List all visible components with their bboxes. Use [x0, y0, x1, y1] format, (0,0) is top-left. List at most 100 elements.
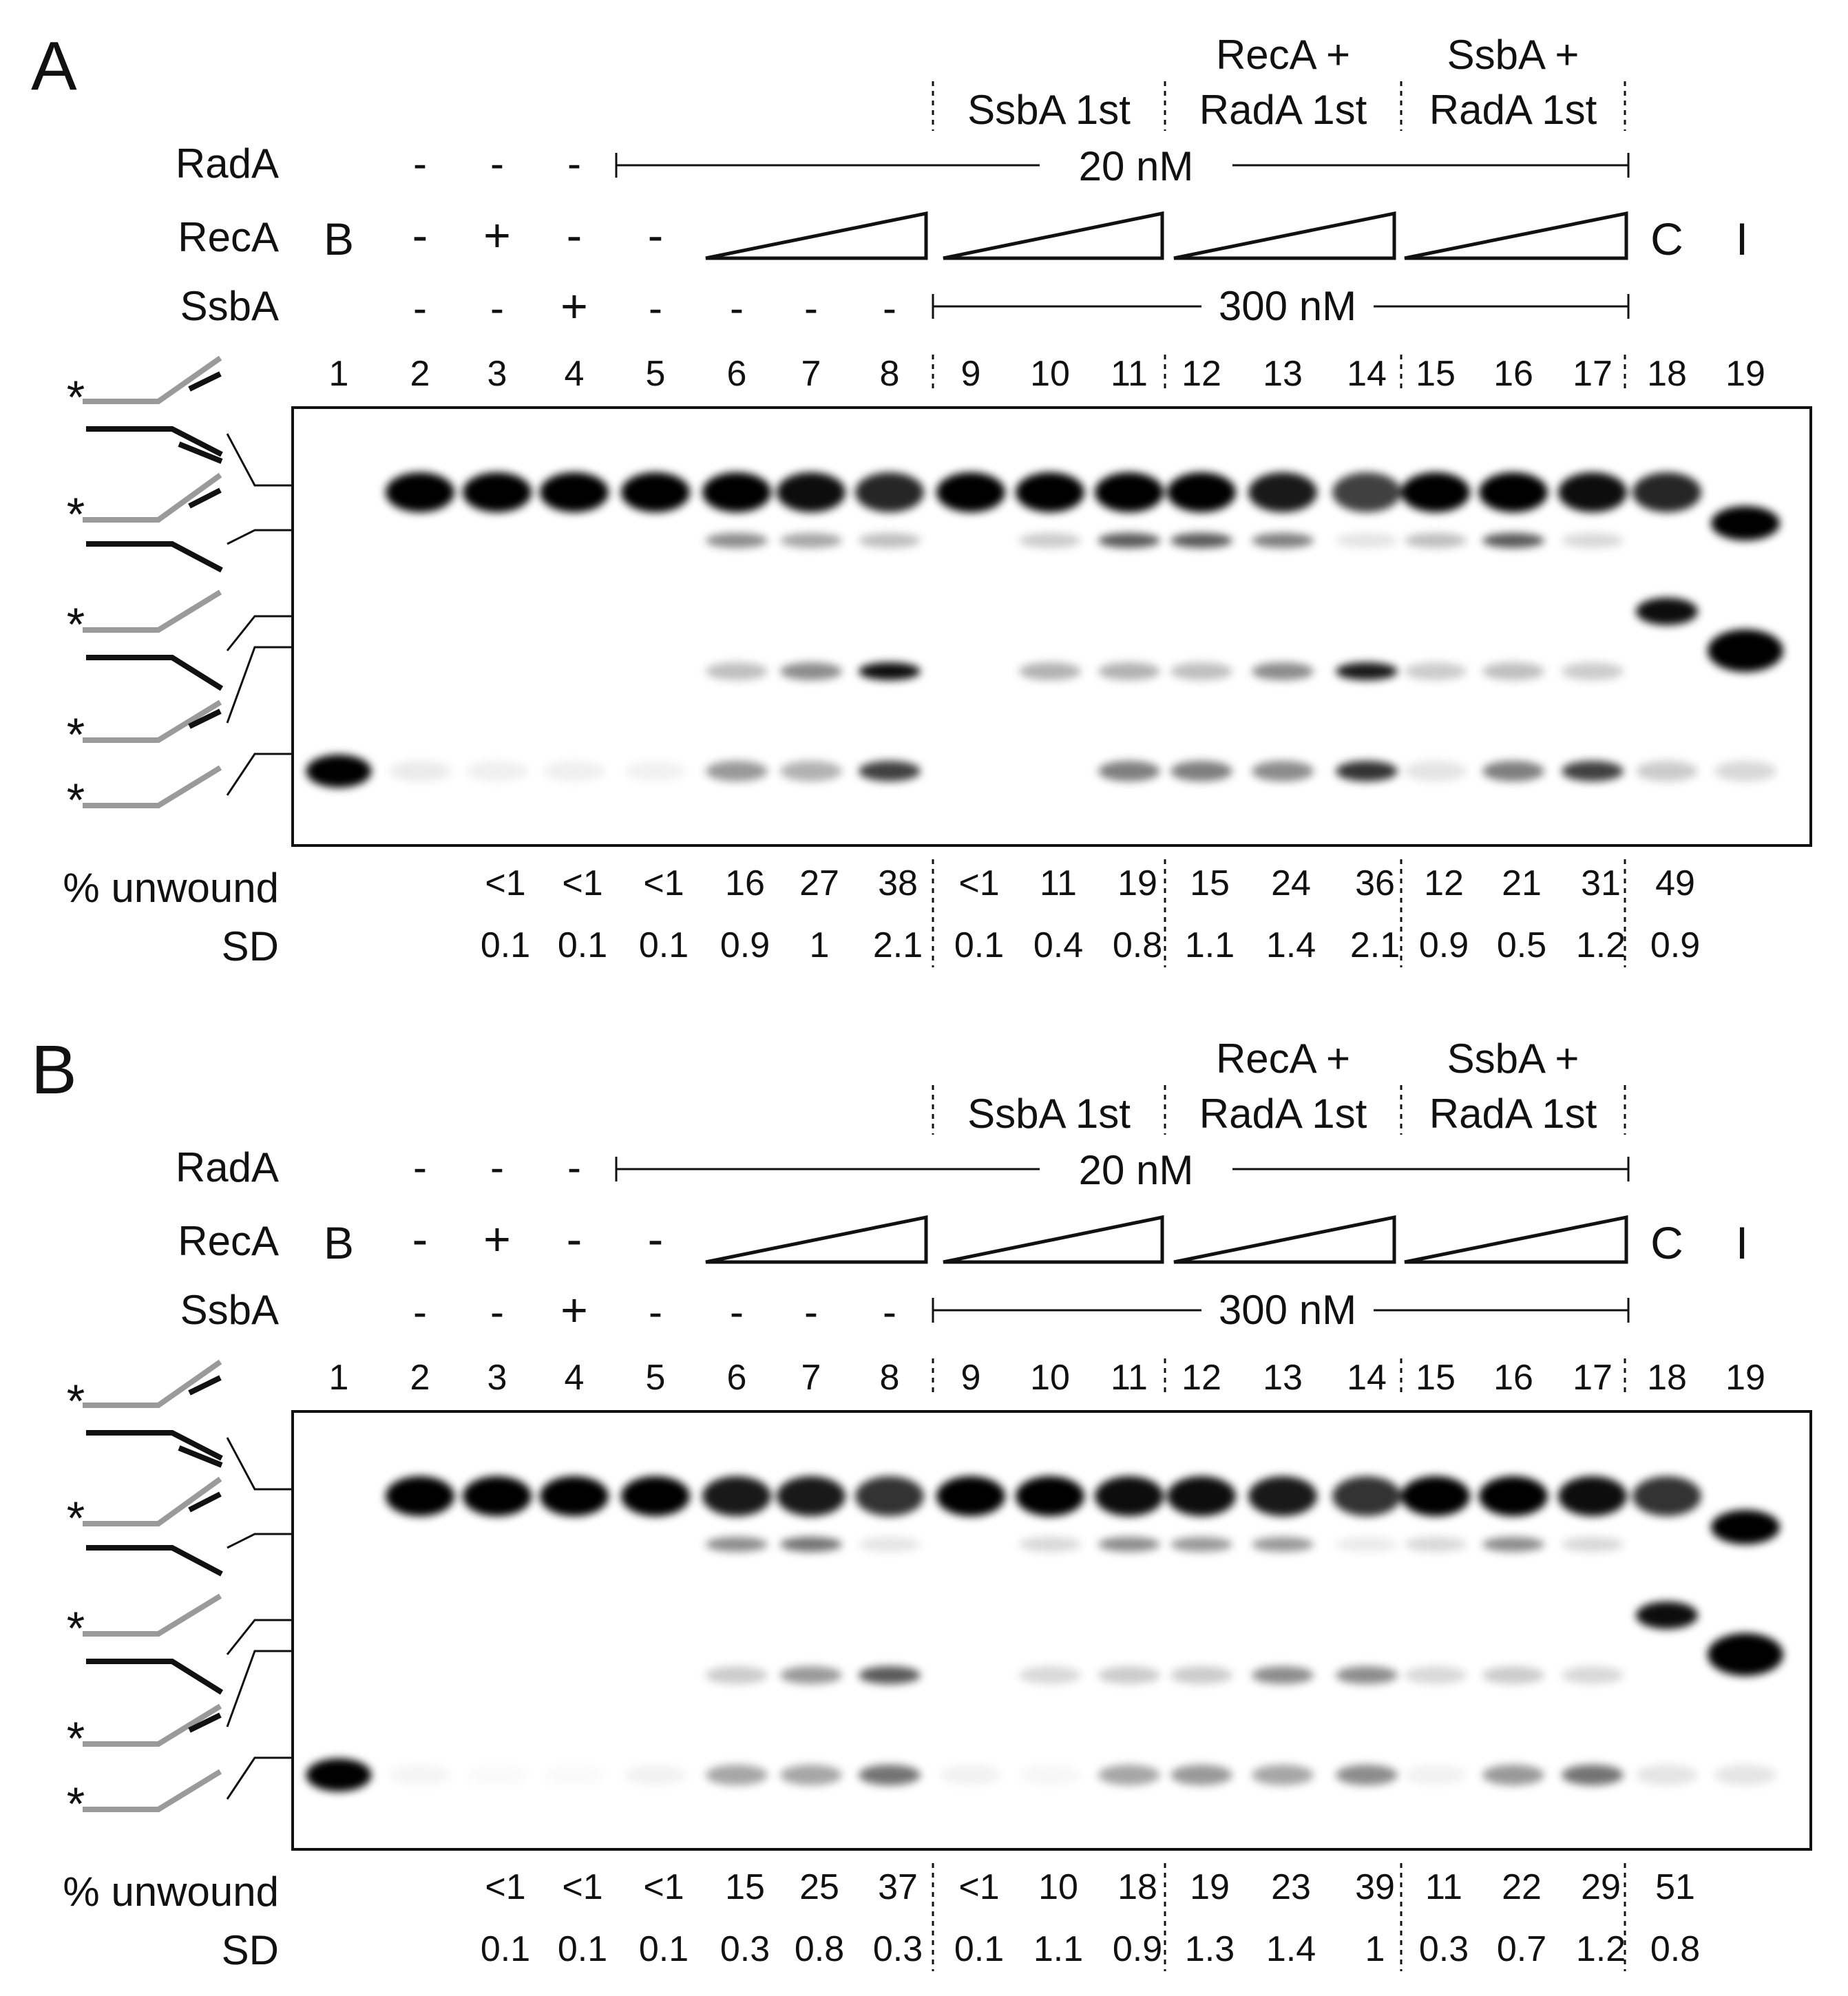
ssba-concentration: 300 nM	[1219, 283, 1356, 329]
unwound-value: 19	[1117, 863, 1157, 903]
band-connector	[226, 753, 293, 796]
ssba-mark: -	[730, 1289, 744, 1335]
group-label-line1: RecA +	[1216, 1036, 1350, 1082]
rada-concentration: 20 nM	[1079, 143, 1194, 189]
band-partial-duplex	[859, 533, 921, 548]
unwound-value: 31	[1581, 863, 1621, 903]
label-asterisk: *	[67, 1602, 85, 1654]
band-substrate	[777, 1476, 846, 1516]
band-forked-product	[1019, 662, 1081, 680]
label-asterisk: *	[67, 774, 85, 826]
band-ssdna	[859, 1765, 921, 1785]
label-asterisk: *	[67, 1712, 85, 1765]
band-substrate	[1167, 1476, 1236, 1516]
band-forked-product	[1336, 1666, 1398, 1684]
band-ssdna	[543, 1765, 605, 1785]
group-label-line2: RadA 1st	[1199, 1091, 1367, 1137]
reca-gradient-wedge	[705, 211, 928, 260]
band-forked-product	[1098, 662, 1160, 680]
rada-mark: -	[413, 1144, 427, 1190]
band-substrate	[1095, 472, 1164, 512]
panel-a: A RadA RecA SsbA SsbA 1st RecA + RadA 1st SsbA …	[31, 28, 1812, 969]
band-substrate	[936, 1476, 1005, 1516]
sd-value: 1.4	[1266, 925, 1316, 965]
gel-bands	[306, 472, 1783, 788]
gel-bands	[306, 1476, 1783, 1792]
sd-value: 1.3	[1185, 1929, 1235, 1969]
sd-value: 1.1	[1185, 925, 1235, 965]
band-connector	[226, 1650, 293, 1727]
band-ssdna	[1562, 761, 1624, 781]
band-partial-duplex	[1098, 533, 1160, 548]
unwound-value: <1	[643, 863, 684, 903]
band-ssdna	[1636, 761, 1698, 781]
strand-short	[188, 1375, 222, 1396]
control-label: C	[1650, 1217, 1683, 1268]
band-ssdna	[1098, 1765, 1160, 1785]
band-substrate	[463, 1476, 532, 1516]
band-substrate	[1479, 1476, 1548, 1516]
row-label-ssba: SsbA	[180, 1287, 279, 1333]
sd-label: SD	[222, 923, 279, 969]
label-asterisk: *	[67, 1375, 85, 1427]
label-asterisk: *	[67, 488, 85, 540]
band-connector	[226, 646, 293, 724]
band-intermediate-lower	[1708, 1633, 1783, 1676]
lane-number: 3	[487, 1358, 507, 1398]
sd-value: 0.1	[481, 1929, 530, 1969]
sd-value: 1	[810, 925, 830, 965]
sd-value: 0.3	[1419, 1929, 1469, 1969]
ssba-mark: -	[804, 285, 818, 331]
band-connector	[226, 615, 293, 651]
ssba-mark: +	[560, 1284, 588, 1336]
band-ssdna	[1405, 1765, 1467, 1785]
strand-short	[188, 487, 222, 509]
ssba-mark: -	[490, 285, 504, 331]
reca-mark: -	[412, 209, 428, 262]
lane-number: 18	[1647, 1358, 1687, 1398]
lane-number: 5	[646, 1358, 666, 1398]
row-label-rada: RadA	[176, 1144, 279, 1190]
sd-label: SD	[222, 1927, 279, 1973]
reca-gradient-wedge	[1404, 1215, 1628, 1264]
lane-number: 7	[801, 354, 821, 394]
strand-labeled	[83, 472, 222, 523]
sd-value: 0.7	[1497, 1929, 1546, 1969]
lane-number: 15	[1416, 354, 1456, 394]
group-label-line2: RadA 1st	[1429, 1091, 1597, 1137]
band-substrate	[540, 472, 609, 512]
strand-short	[188, 1491, 222, 1513]
ssba-mark: -	[413, 285, 427, 331]
band-ssdna	[859, 761, 921, 781]
band-partial-duplex	[1482, 533, 1544, 548]
lane-number: 10	[1030, 1358, 1070, 1398]
lane-number: 1	[329, 354, 349, 394]
band-substrate	[855, 472, 924, 512]
band-ssdna	[466, 1765, 528, 1785]
strand-unlabeled	[86, 541, 223, 573]
band-forked-product	[780, 1666, 842, 1684]
sd-value: 0.9	[720, 925, 770, 965]
band-substrate	[777, 472, 846, 512]
group-label-line1: SsbA +	[1447, 32, 1579, 78]
lane-number: 3	[487, 354, 507, 394]
strand-short	[178, 1445, 223, 1468]
strand-short	[178, 441, 223, 464]
lane-number: 2	[410, 1358, 430, 1398]
band-substrate	[1401, 472, 1470, 512]
band-partial-duplex	[1482, 1537, 1544, 1552]
label-asterisk: *	[67, 1492, 85, 1544]
band-ssdna	[543, 761, 605, 781]
strand-labeled	[83, 355, 222, 404]
band-ssdna	[1482, 761, 1544, 781]
reca-mark: -	[648, 209, 664, 262]
band-ssdna	[624, 1765, 686, 1785]
band-partial-duplex	[706, 1537, 768, 1552]
sd-value: 0.8	[1650, 1929, 1700, 1969]
band-forked-product	[1252, 662, 1314, 680]
band-substrate	[1016, 472, 1084, 512]
label-asterisk: *	[67, 708, 85, 761]
sd-value: 0.5	[1497, 925, 1546, 965]
band-forked-product	[1482, 1666, 1544, 1684]
band-partial-duplex	[1170, 1537, 1232, 1552]
